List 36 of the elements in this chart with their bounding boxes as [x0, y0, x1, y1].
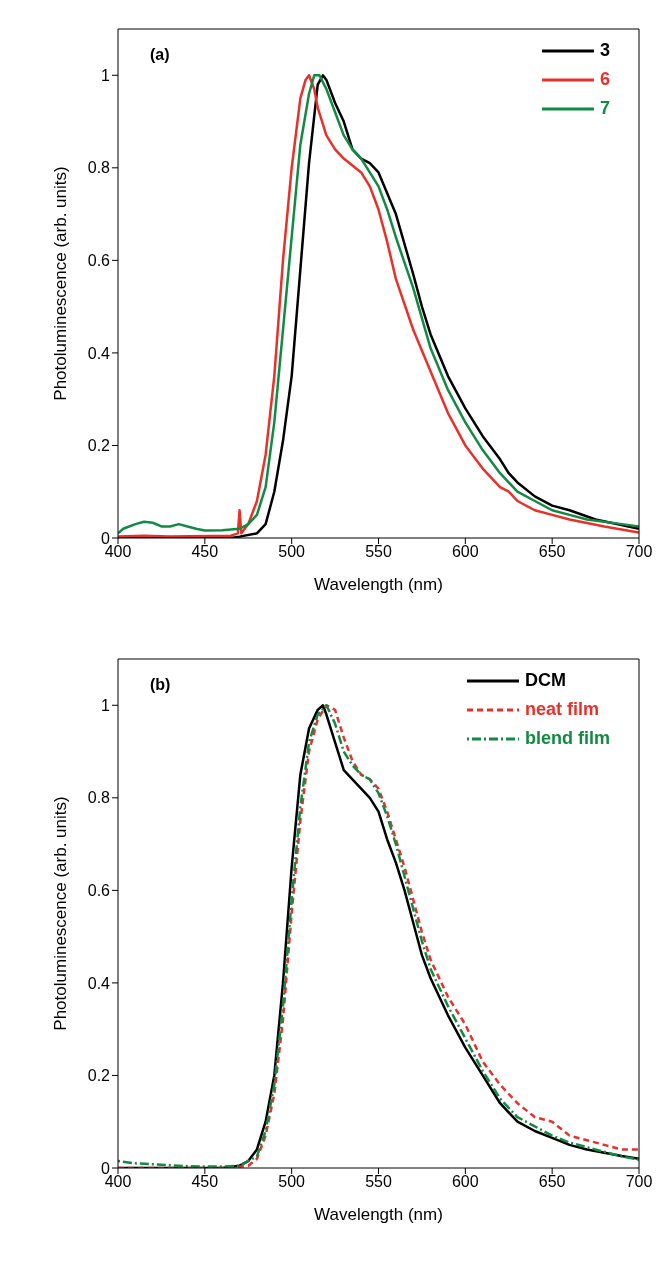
x-tick-label: 600	[451, 1173, 479, 1191]
x-tick-label: 700	[625, 1173, 653, 1191]
x-tick-label: 500	[278, 1173, 306, 1191]
x-tick-label: 650	[538, 543, 566, 561]
legend-label: DCM	[525, 670, 566, 691]
x-tick-label: 700	[625, 543, 653, 561]
x-tick-label: 450	[191, 1173, 219, 1191]
y-tick-label: 0.6	[87, 252, 111, 270]
y-tick-label: 0.4	[87, 974, 111, 992]
x-tick-label: 400	[104, 1173, 132, 1191]
y-tick-label: 0.8	[87, 159, 111, 177]
x-axis-title: Wavelength (nm)	[314, 575, 443, 594]
legend-label: 6	[599, 69, 610, 90]
legend-label: 7	[599, 98, 610, 119]
x-tick-label: 400	[104, 543, 132, 561]
legend-label: neat film	[525, 699, 600, 720]
y-tick-label: 0.2	[87, 437, 111, 455]
annotation: (a)	[150, 46, 170, 64]
annotation: (b)	[150, 676, 171, 694]
x-tick-label: 550	[365, 1173, 392, 1191]
y-axis-title: Photoluminescence (arb. units)	[51, 796, 71, 1031]
x-tick-label: 550	[365, 543, 392, 561]
legend-label: 3	[599, 40, 610, 61]
y-tick-label: 0.8	[87, 789, 111, 807]
y-tick-label: 1	[101, 66, 111, 84]
x-tick-label: 650	[538, 1173, 566, 1191]
y-tick-label: 0.4	[87, 344, 111, 362]
y-tick-label: 0.2	[87, 1067, 111, 1085]
legend-label: blend film	[525, 728, 610, 749]
x-tick-label: 600	[451, 543, 479, 561]
y-tick-label: 1	[101, 696, 111, 714]
x-axis-title: Wavelength (nm)	[314, 1205, 443, 1224]
y-tick-label: 0.6	[87, 882, 111, 900]
y-axis-title: Photoluminescence (arb. units)	[51, 166, 71, 401]
x-tick-label: 450	[191, 543, 219, 561]
x-tick-label: 500	[278, 543, 306, 561]
